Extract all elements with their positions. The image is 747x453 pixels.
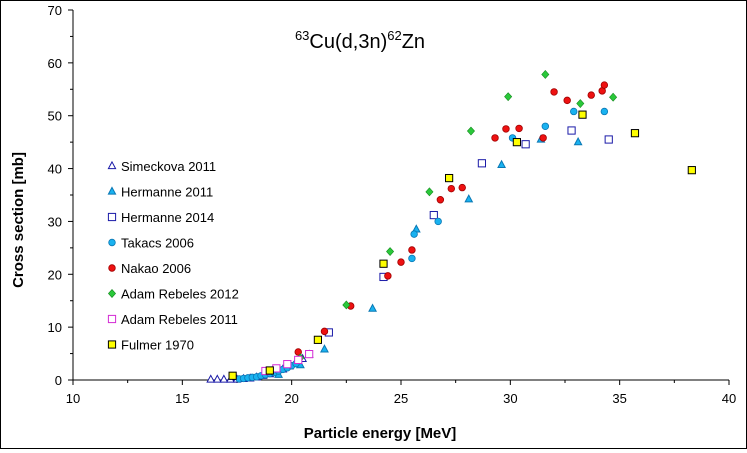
title-mass-a: 63: [295, 28, 309, 43]
data-point: [466, 126, 475, 136]
y-tick-label: 10: [48, 320, 62, 335]
legend-marker: [108, 264, 116, 272]
data-point: [464, 194, 474, 203]
legend-marker: [107, 314, 117, 324]
data-point: [630, 129, 640, 138]
data-point: [320, 327, 329, 336]
legend-marker: [108, 238, 116, 247]
data-point: [573, 136, 583, 146]
data-point: [541, 70, 550, 79]
data-point: [445, 173, 454, 183]
x-tick-label: 30: [503, 391, 517, 406]
x-tick-label: 35: [612, 391, 626, 406]
x-tick-label: 40: [722, 391, 736, 406]
data-point: [604, 135, 613, 144]
legend-marker: [107, 340, 117, 349]
legend-label: Adam Rebeles 2012: [121, 287, 239, 302]
chart-title: 63Cu(d,3n)62Zn: [295, 28, 425, 53]
data-point: [313, 335, 323, 344]
data-point: [563, 96, 571, 105]
title-element-a: Cu(d,3n): [309, 31, 387, 53]
x-tick-label: 15: [175, 391, 189, 406]
legend-marker: [107, 160, 117, 170]
data-point: [320, 344, 329, 353]
data-point: [447, 184, 455, 193]
data-point: [539, 134, 547, 142]
data-point: [212, 374, 222, 383]
data-point: [491, 134, 499, 142]
legend-label: Hermanne 2014: [121, 210, 214, 225]
data-point: [570, 107, 578, 116]
data-point: [425, 187, 434, 197]
data-point: [219, 374, 229, 383]
data-point: [410, 230, 418, 238]
data-point: [434, 217, 442, 226]
title-element-b: Zn: [402, 31, 425, 53]
data-point: [206, 374, 216, 383]
x-axis-label: Particle energy [MeV]: [304, 425, 457, 442]
data-point: [386, 247, 395, 257]
legend-label: Hermanne 2011: [121, 185, 213, 200]
data-point: [228, 371, 237, 380]
plot-area: 10 15 20 25 30 35 40 0 10 20 30 40 50 60 70 Simeckova 2…: [48, 3, 737, 406]
data-point: [578, 110, 587, 119]
x-tick-label: 10: [66, 391, 80, 406]
data-point: [368, 303, 378, 312]
y-tick-label: 70: [48, 3, 62, 18]
data-point: [521, 140, 530, 149]
data-point: [408, 246, 416, 254]
data-point: [397, 258, 405, 266]
data-point: [587, 91, 595, 99]
data-point: [379, 259, 388, 268]
y-tick-label: 60: [48, 56, 62, 71]
legend-label: Adam Rebeles 2011: [121, 312, 238, 327]
title-mass-b: 62: [387, 28, 401, 43]
data-point: [305, 350, 314, 359]
data-point: [515, 124, 523, 133]
data-point: [504, 92, 513, 102]
legend-marker: [107, 186, 117, 195]
data-point: [600, 81, 609, 89]
legend-label: Fulmer 1970: [121, 338, 194, 353]
data-point: [477, 159, 487, 168]
data-point: [265, 366, 274, 375]
data-point: [294, 355, 303, 365]
y-tick-label: 40: [48, 162, 62, 177]
data-point: [283, 360, 292, 369]
x-tick-label: 20: [284, 391, 298, 406]
data-point: [408, 254, 416, 263]
data-point: [342, 300, 351, 310]
legend-marker: [107, 212, 117, 222]
legend-marker: [107, 289, 117, 298]
legend-label: Nakao 2006: [121, 261, 191, 276]
data-point: [576, 99, 585, 109]
y-tick-label: 50: [48, 109, 62, 124]
data-point: [609, 92, 618, 102]
legend-label: Simeckova 2011: [121, 159, 216, 174]
x-tick-label: 25: [394, 391, 408, 406]
y-axis-label: Cross section [mb]: [10, 152, 27, 288]
data-point: [567, 126, 576, 135]
y-tick-label: 20: [48, 267, 62, 282]
y-tick-label: 0: [55, 373, 62, 388]
data-point: [436, 196, 445, 204]
data-point: [294, 348, 302, 356]
y-tick-label: 30: [48, 214, 62, 229]
data-point: [502, 125, 510, 133]
data-point: [458, 183, 466, 192]
data-point: [497, 159, 507, 168]
data-point: [687, 166, 696, 175]
legend-label: Takacs 2006: [121, 236, 194, 251]
data-point: [550, 88, 558, 96]
data-point: [541, 122, 550, 130]
data-point: [384, 272, 392, 280]
data-point: [600, 107, 609, 116]
data-point: [512, 138, 521, 147]
data-point: [429, 210, 438, 220]
